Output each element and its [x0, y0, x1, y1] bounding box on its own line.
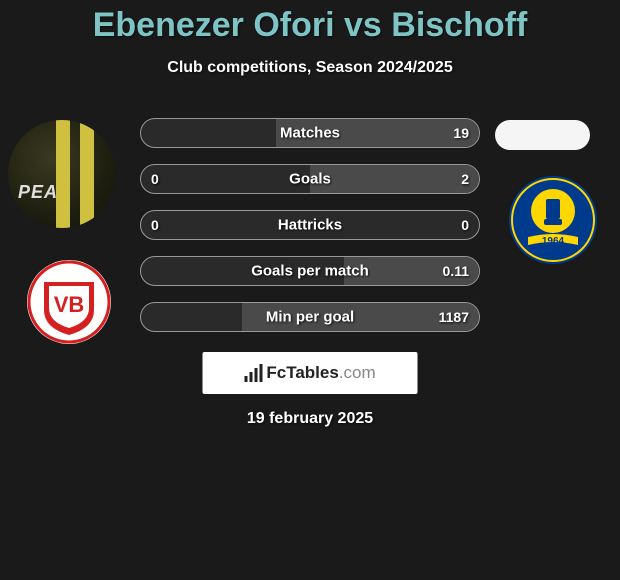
badge-text: FcTables.com [266, 363, 375, 383]
chart-icon [244, 364, 262, 382]
stat-row: Goals per match 0.11 [140, 256, 480, 286]
stat-row: Matches 19 [140, 118, 480, 148]
stat-label: Goals per match [251, 263, 369, 280]
stat-right-value: 1187 [439, 309, 469, 325]
stat-label: Matches [280, 125, 340, 142]
stat-right-value: 0.11 [443, 263, 469, 279]
stat-label: Goals [289, 171, 331, 188]
stat-row: 0 Hattricks 0 [140, 210, 480, 240]
stat-fill-right [310, 165, 479, 193]
stat-label: Min per goal [266, 309, 354, 326]
stat-row: Min per goal 1187 [140, 302, 480, 332]
stat-right-value: 0 [461, 217, 469, 233]
source-badge: FcTables.com [203, 352, 418, 394]
date-label: 19 february 2025 [247, 410, 373, 428]
stat-row: 0 Goals 2 [140, 164, 480, 194]
stat-right-value: 2 [461, 171, 469, 187]
stat-right-value: 19 [453, 125, 469, 141]
stats-container: Matches 19 0 Goals 2 0 Hattricks 0 Goals per mat… [0, 118, 620, 348]
stat-label: Hattricks [278, 217, 342, 234]
stat-left-value: 0 [151, 217, 159, 233]
stat-left-value: 0 [151, 171, 159, 187]
subtitle: Club competitions, Season 2024/2025 [0, 59, 620, 77]
page-title: Ebenezer Ofori vs Bischoff [0, 0, 620, 45]
